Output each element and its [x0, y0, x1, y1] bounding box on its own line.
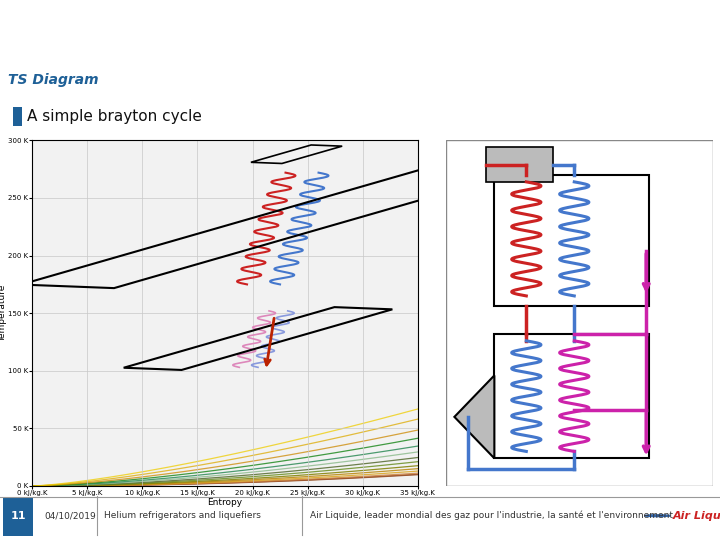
Bar	[495, 175, 649, 306]
Text: TS Diagram: TS Diagram	[9, 73, 99, 86]
Text: A simple brayton cycle: A simple brayton cycle	[27, 109, 202, 124]
Text: 11: 11	[10, 511, 26, 521]
Text: Helium refrigerators and liquefiers: Helium refrigerators and liquefiers	[104, 511, 261, 520]
X-axis label: Entropy: Entropy	[207, 497, 243, 507]
Polygon shape	[454, 375, 495, 458]
Bar	[13, 106, 22, 126]
Circle shape	[644, 515, 670, 517]
Bar	[487, 147, 553, 182]
Bar	[495, 334, 649, 458]
Text: Air Liquide: Air Liquide	[672, 511, 720, 521]
Text: 04/10/2019: 04/10/2019	[45, 511, 96, 520]
Text: Air Liquide, leader mondial des gaz pour l'industrie, la santé et l'environnemen: Air Liquide, leader mondial des gaz pour…	[310, 511, 672, 521]
Bar	[3, 497, 33, 536]
Y-axis label: Temperature: Temperature	[0, 285, 6, 342]
Text: Few thermodynamical concepts: Few thermodynamical concepts	[9, 19, 456, 43]
